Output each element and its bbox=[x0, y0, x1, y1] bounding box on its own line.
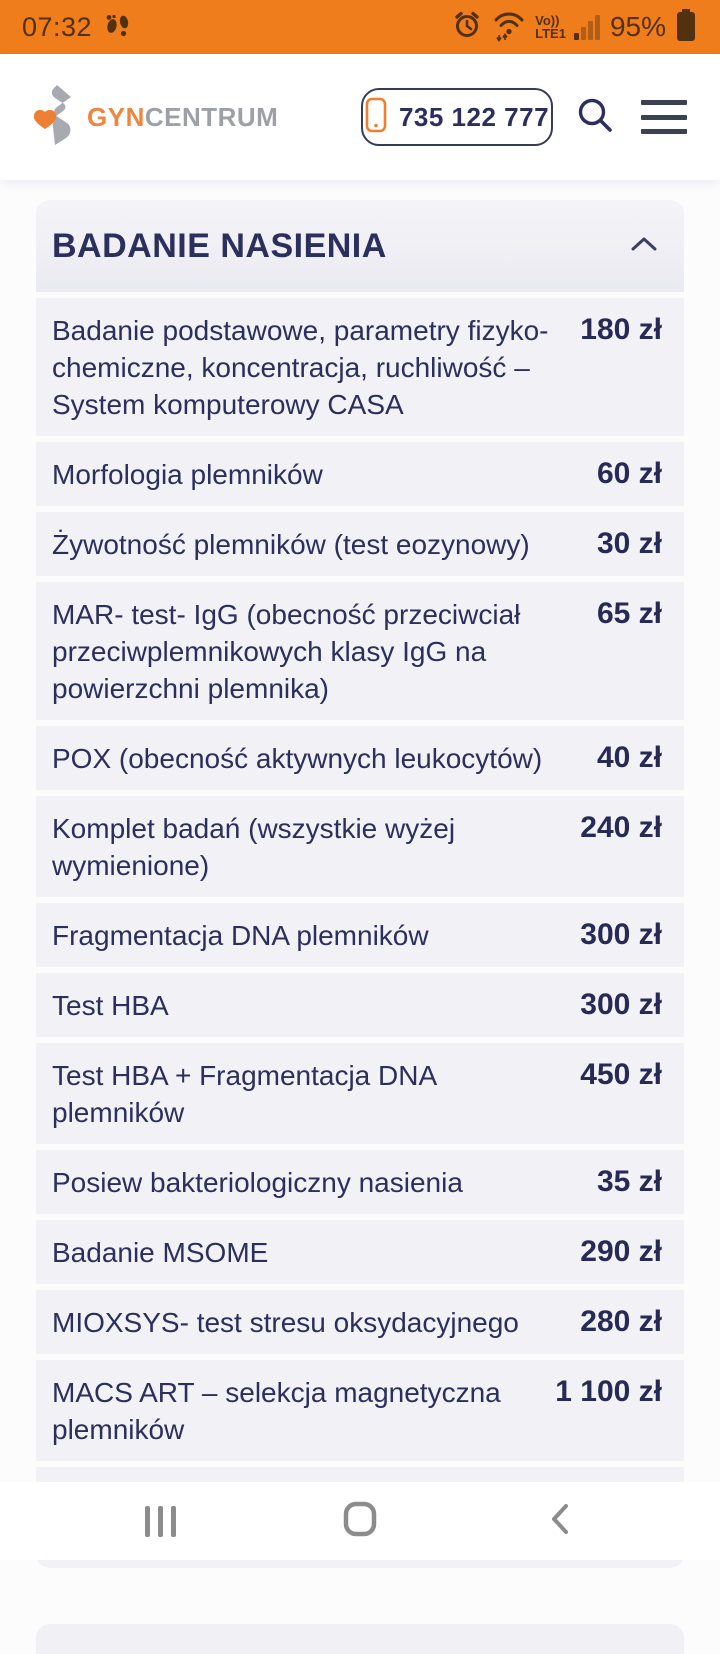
phone-number: 735 122 777 bbox=[398, 101, 550, 132]
search-button[interactable] bbox=[575, 97, 615, 137]
hamburger-menu-button[interactable] bbox=[641, 99, 687, 135]
gyncentrum-logo[interactable]: GYNCENTRUM bbox=[33, 83, 278, 152]
phone-icon bbox=[365, 97, 387, 138]
network-type-label: Vo)) LTE1 bbox=[535, 13, 566, 41]
hamburger-icon bbox=[641, 100, 687, 105]
price-list-page: BADANIE NASIENIA Badanie podstawowe, par… bbox=[0, 180, 720, 1654]
price-list-row[interactable]: Morfologia plemników 60 zł bbox=[36, 442, 684, 506]
test-price: 280 zł bbox=[580, 1305, 662, 1338]
test-name: Żywotność plemników (test eozynowy) bbox=[52, 529, 530, 560]
status-time: 07:32 bbox=[22, 11, 93, 42]
accordion-header-badanie-nasienia[interactable]: BADANIE NASIENIA bbox=[36, 200, 684, 292]
price-list-row[interactable]: Badanie podstawowe, parametry fizyko-che… bbox=[36, 298, 684, 436]
test-price: 450 zł bbox=[580, 1058, 662, 1091]
wifi-icon bbox=[491, 8, 527, 47]
phone-call-button[interactable]: 735 122 777 bbox=[361, 88, 553, 146]
test-name: Posiew bakteriologiczny nasienia bbox=[52, 1167, 463, 1198]
test-name: Test HBA + Fragmentacja DNA plemników bbox=[52, 1060, 436, 1128]
test-name: MIOXSYS- test stresu oksydacyjnego bbox=[52, 1307, 519, 1338]
search-icon bbox=[576, 96, 614, 139]
test-price: 65 zł bbox=[596, 597, 662, 630]
battery-percent: 95% bbox=[609, 11, 666, 42]
gyncentrum-heart-mark-icon bbox=[33, 83, 79, 152]
logo-text-gyn: GYN bbox=[87, 101, 145, 132]
recents-icon bbox=[144, 1505, 176, 1537]
home-button[interactable] bbox=[332, 1493, 388, 1549]
test-price: 35 zł bbox=[596, 1165, 662, 1198]
section-title: BADANIE NASIENIA bbox=[52, 226, 387, 265]
back-icon bbox=[550, 1503, 570, 1540]
app-header: GYNCENTRUM 735 122 777 bbox=[0, 54, 720, 180]
price-list-row[interactable]: Badanie MSOME 290 zł bbox=[36, 1220, 684, 1284]
price-list-row[interactable]: Test HBA + Fragmentacja DNA plemników 45… bbox=[36, 1043, 684, 1144]
price-list-row[interactable]: POX (obecność aktywnych leukocytów) 40 z… bbox=[36, 726, 684, 790]
test-price: 1 100 zł bbox=[555, 1375, 662, 1408]
test-price: 300 zł bbox=[580, 918, 662, 951]
test-name: POX (obecność aktywnych leukocytów) bbox=[52, 743, 543, 774]
price-list-row[interactable]: Komplet badań (wszystkie wyżej wymienion… bbox=[36, 796, 684, 897]
chevron-up-icon bbox=[630, 236, 658, 257]
footprints-icon bbox=[102, 10, 132, 45]
back-button[interactable] bbox=[532, 1493, 588, 1549]
test-name: Badanie podstawowe, parametry fizyko-che… bbox=[52, 315, 549, 420]
recents-button[interactable] bbox=[132, 1493, 188, 1549]
price-list-row[interactable]: Fragmentacja DNA plemników 300 zł bbox=[36, 903, 684, 967]
test-price: 300 zł bbox=[580, 988, 662, 1021]
signal-icon bbox=[573, 14, 600, 40]
price-list-row[interactable]: Żywotność plemników (test eozynowy) 30 z… bbox=[36, 512, 684, 576]
test-price: 240 zł bbox=[580, 811, 662, 844]
price-list-row[interactable]: MAR- test- IgG (obecność przeciwciał prz… bbox=[36, 582, 684, 720]
price-list-row[interactable]: Test HBA 300 zł bbox=[36, 973, 684, 1037]
test-name: MACS ART – selekcja magnetyczna plemnikó… bbox=[52, 1377, 501, 1445]
test-price: 60 zł bbox=[596, 457, 662, 490]
test-price: 290 zł bbox=[580, 1235, 662, 1268]
test-name: Badanie MSOME bbox=[52, 1237, 269, 1268]
home-icon bbox=[343, 1501, 377, 1542]
test-name: Test HBA bbox=[52, 990, 169, 1021]
test-price: 30 zł bbox=[596, 527, 662, 560]
test-name: Morfologia plemników bbox=[52, 459, 323, 490]
next-section-card-top[interactable] bbox=[36, 1624, 684, 1654]
logo-wordmark: GYNCENTRUM bbox=[87, 102, 278, 133]
price-list-row[interactable]: MIOXSYS- test stresu oksydacyjnego 280 z… bbox=[36, 1290, 684, 1354]
test-name: Komplet badań (wszystkie wyżej wymienion… bbox=[52, 813, 456, 881]
test-price: 180 zł bbox=[580, 313, 662, 346]
battery-icon bbox=[674, 7, 698, 48]
price-list: Badanie podstawowe, parametry fizyko-che… bbox=[36, 298, 684, 1568]
logo-text-centrum: CENTRUM bbox=[144, 101, 279, 132]
test-name: Fragmentacja DNA plemników bbox=[52, 920, 429, 951]
price-list-row[interactable]: MACS ART – selekcja magnetyczna plemnikó… bbox=[36, 1360, 684, 1461]
status-bar: 07:32 bbox=[0, 0, 720, 54]
android-nav-bar bbox=[0, 1482, 720, 1560]
price-list-row[interactable]: Posiew bakteriologiczny nasienia 35 zł bbox=[36, 1150, 684, 1214]
alarm-icon bbox=[451, 9, 483, 46]
test-price: 40 zł bbox=[596, 741, 662, 774]
test-name: MAR- test- IgG (obecność przeciwciał prz… bbox=[52, 599, 521, 704]
